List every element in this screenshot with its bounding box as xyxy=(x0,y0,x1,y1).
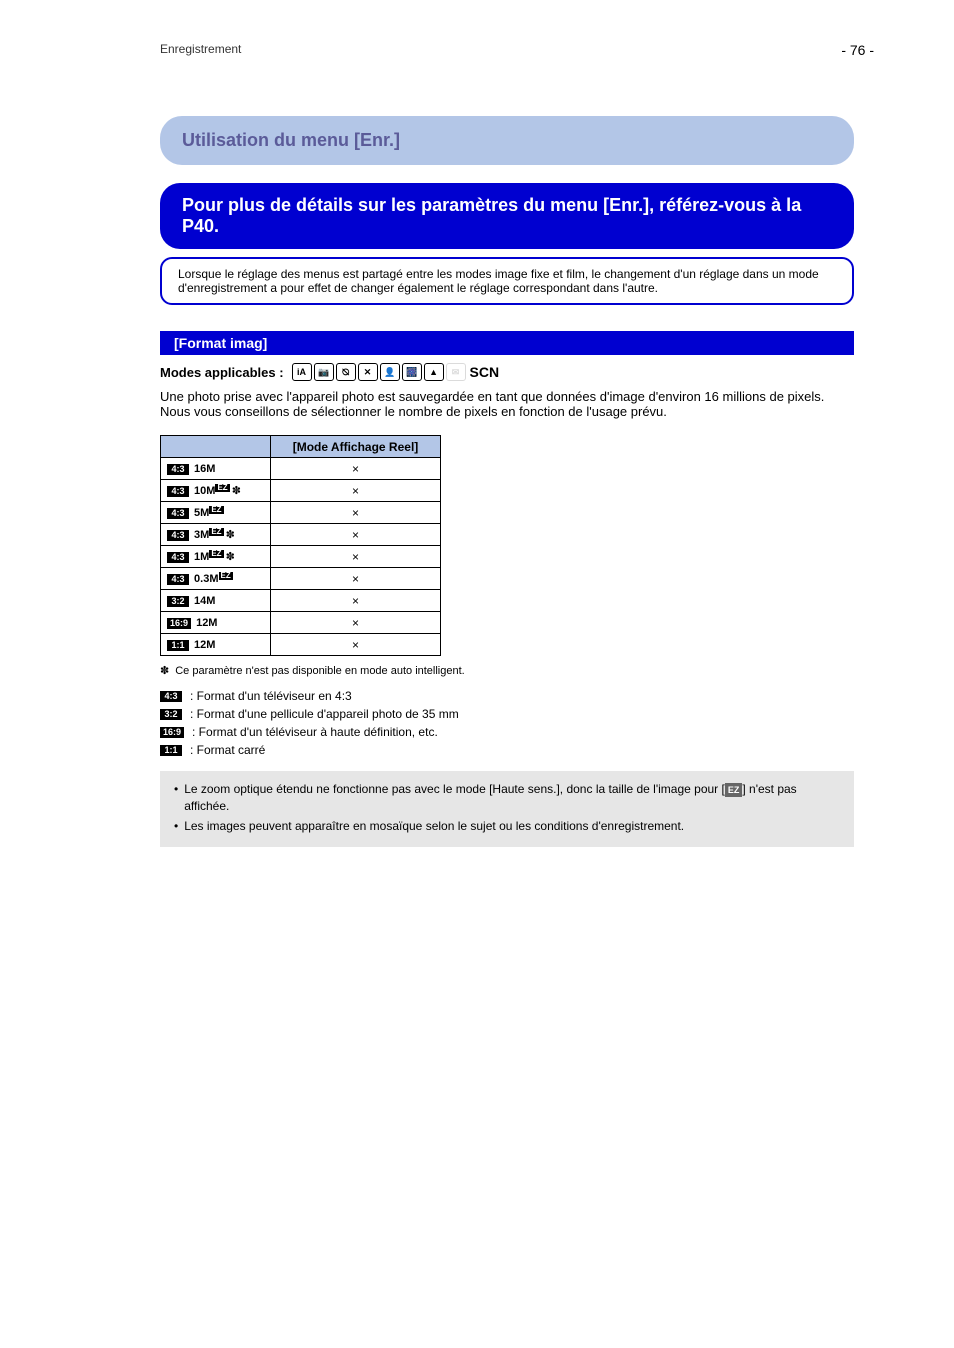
table-header-empty xyxy=(161,436,271,458)
ez-icon: EZ xyxy=(725,783,743,798)
mode-icons: iA📷⦰✕👤🎆▲✉SCN xyxy=(292,363,502,381)
mode-icon: ✕ xyxy=(358,363,378,381)
applies-label: Modes applicables : xyxy=(160,365,284,380)
mode-icon: ▲ xyxy=(424,363,444,381)
rec-cell: × xyxy=(271,524,441,546)
table-row: 1:1 12M× xyxy=(161,634,441,656)
size-cell: 4:3 3MEZ✽ xyxy=(161,524,271,546)
mode-icon: ✉ xyxy=(446,363,466,381)
size-cell: 4:3 10MEZ✽ xyxy=(161,480,271,502)
section-title: Utilisation du menu [Enr.] xyxy=(160,116,854,165)
description: Une photo prise avec l'appareil photo es… xyxy=(160,389,854,419)
size-cell: 4:3 1MEZ✽ xyxy=(161,546,271,568)
aspect-ratio-list: 4:3: Format d'un téléviseur en 4:3 3:2: F… xyxy=(160,689,854,757)
table-row: 3:2 14M× xyxy=(161,590,441,612)
rec-cell: × xyxy=(271,546,441,568)
table-row: 4:3 0.3MEZ× xyxy=(161,568,441,590)
rec-cell: × xyxy=(271,502,441,524)
table-header-recmode: [Mode Affichage Reel] xyxy=(271,436,441,458)
table-row: 4:3 5MEZ× xyxy=(161,502,441,524)
rec-cell: × xyxy=(271,612,441,634)
rec-cell: × xyxy=(271,458,441,480)
table-row: 4:3 16M× xyxy=(161,458,441,480)
rec-cell: × xyxy=(271,590,441,612)
size-cell: 3:2 14M xyxy=(161,590,271,612)
table-row: 4:3 1MEZ✽× xyxy=(161,546,441,568)
size-cell: 16:9 12M xyxy=(161,612,271,634)
mode-icon: 👤 xyxy=(380,363,400,381)
ratio-row: 4:3: Format d'un téléviseur en 4:3 xyxy=(160,689,854,703)
size-cell: 4:3 0.3MEZ xyxy=(161,568,271,590)
footnote: ✽Ce paramètre n'est pas disponible en mo… xyxy=(160,664,854,677)
table-row: 4:3 3MEZ✽× xyxy=(161,524,441,546)
ratio-row: 16:9: Format d'un téléviseur à haute déf… xyxy=(160,725,854,739)
mode-icon: iA xyxy=(292,363,312,381)
ratio-row: 1:1: Format carré xyxy=(160,743,854,757)
menu-intro: Pour plus de détails sur les paramètres … xyxy=(160,183,854,249)
ratio-row: 3:2: Format d'une pellicule d'appareil p… xyxy=(160,707,854,721)
mode-icon: 📷 xyxy=(314,363,334,381)
picture-size-table: [Mode Affichage Reel] 4:3 16M×4:3 10MEZ✽… xyxy=(160,435,441,656)
size-cell: 1:1 12M xyxy=(161,634,271,656)
table-row: 16:9 12M× xyxy=(161,612,441,634)
size-cell: 4:3 16M xyxy=(161,458,271,480)
tip-box: • Le zoom optique étendu ne fonctionne p… xyxy=(160,771,854,847)
page-number: - 76 - xyxy=(841,42,874,58)
rec-cell: × xyxy=(271,568,441,590)
mode-icon: 🎆 xyxy=(402,363,422,381)
rec-cell: × xyxy=(271,634,441,656)
table-row: 4:3 10MEZ✽× xyxy=(161,480,441,502)
subsection-title: [Format imag] xyxy=(160,331,854,355)
mode-icon: ⦰ xyxy=(336,363,356,381)
breadcrumb: Enregistrement xyxy=(160,42,854,56)
mode-icon: SCN xyxy=(468,363,502,381)
rec-cell: × xyxy=(271,480,441,502)
note-box: Lorsque le réglage des menus est partagé… xyxy=(160,257,854,305)
size-cell: 4:3 5MEZ xyxy=(161,502,271,524)
